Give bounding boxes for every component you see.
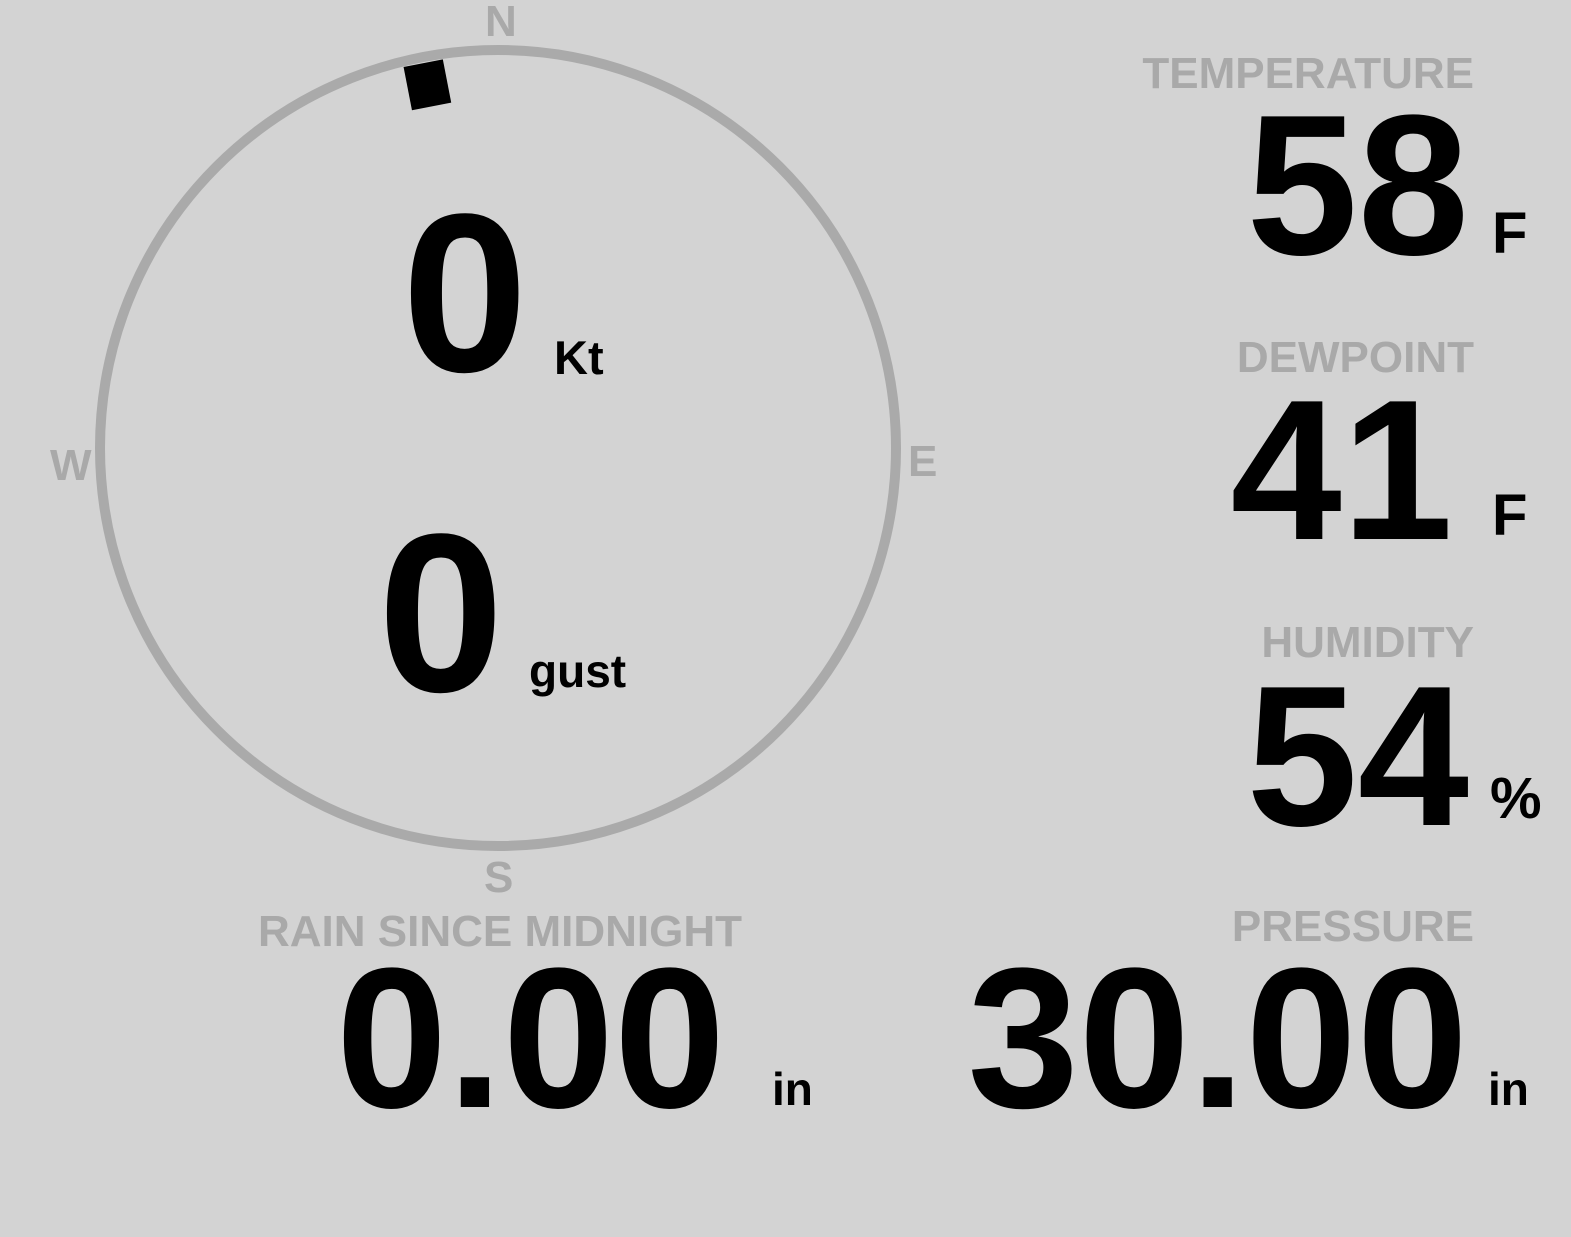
temperature-unit: F [1492, 201, 1528, 266]
humidity-label: HUMIDITY [1261, 618, 1474, 667]
pressure-label: PRESSURE [1231, 902, 1474, 951]
compass-north: N [485, 0, 517, 46]
pressure-unit: in [1488, 1063, 1529, 1115]
compass-west: W [50, 441, 92, 490]
dewpoint-label: DEWPOINT [1236, 333, 1474, 382]
humidity-unit: % [1490, 766, 1542, 831]
rain-label: RAIN SINCE MIDNIGHT [258, 907, 742, 956]
wind-speed-unit: Kt [554, 331, 604, 384]
wind-gust-unit: gust [529, 645, 627, 697]
compass-east: E [908, 437, 938, 486]
humidity-value: 54 [1246, 645, 1469, 868]
temperature-value: 58 [1246, 74, 1469, 297]
compass-ring [95, 45, 901, 851]
rain-unit: in [772, 1063, 813, 1115]
temperature-label: TEMPERATURE [1142, 49, 1474, 98]
wind-gust-value: 0 [378, 486, 504, 739]
wind-speed-value: 0 [402, 166, 528, 419]
dewpoint-unit: F [1492, 483, 1528, 548]
dewpoint-value: 41 [1230, 359, 1453, 582]
compass-south: S [484, 853, 514, 902]
rain-value: 0.00 [336, 927, 726, 1150]
wind-direction-marker [403, 59, 452, 111]
pressure-value: 30.00 [967, 927, 1469, 1150]
